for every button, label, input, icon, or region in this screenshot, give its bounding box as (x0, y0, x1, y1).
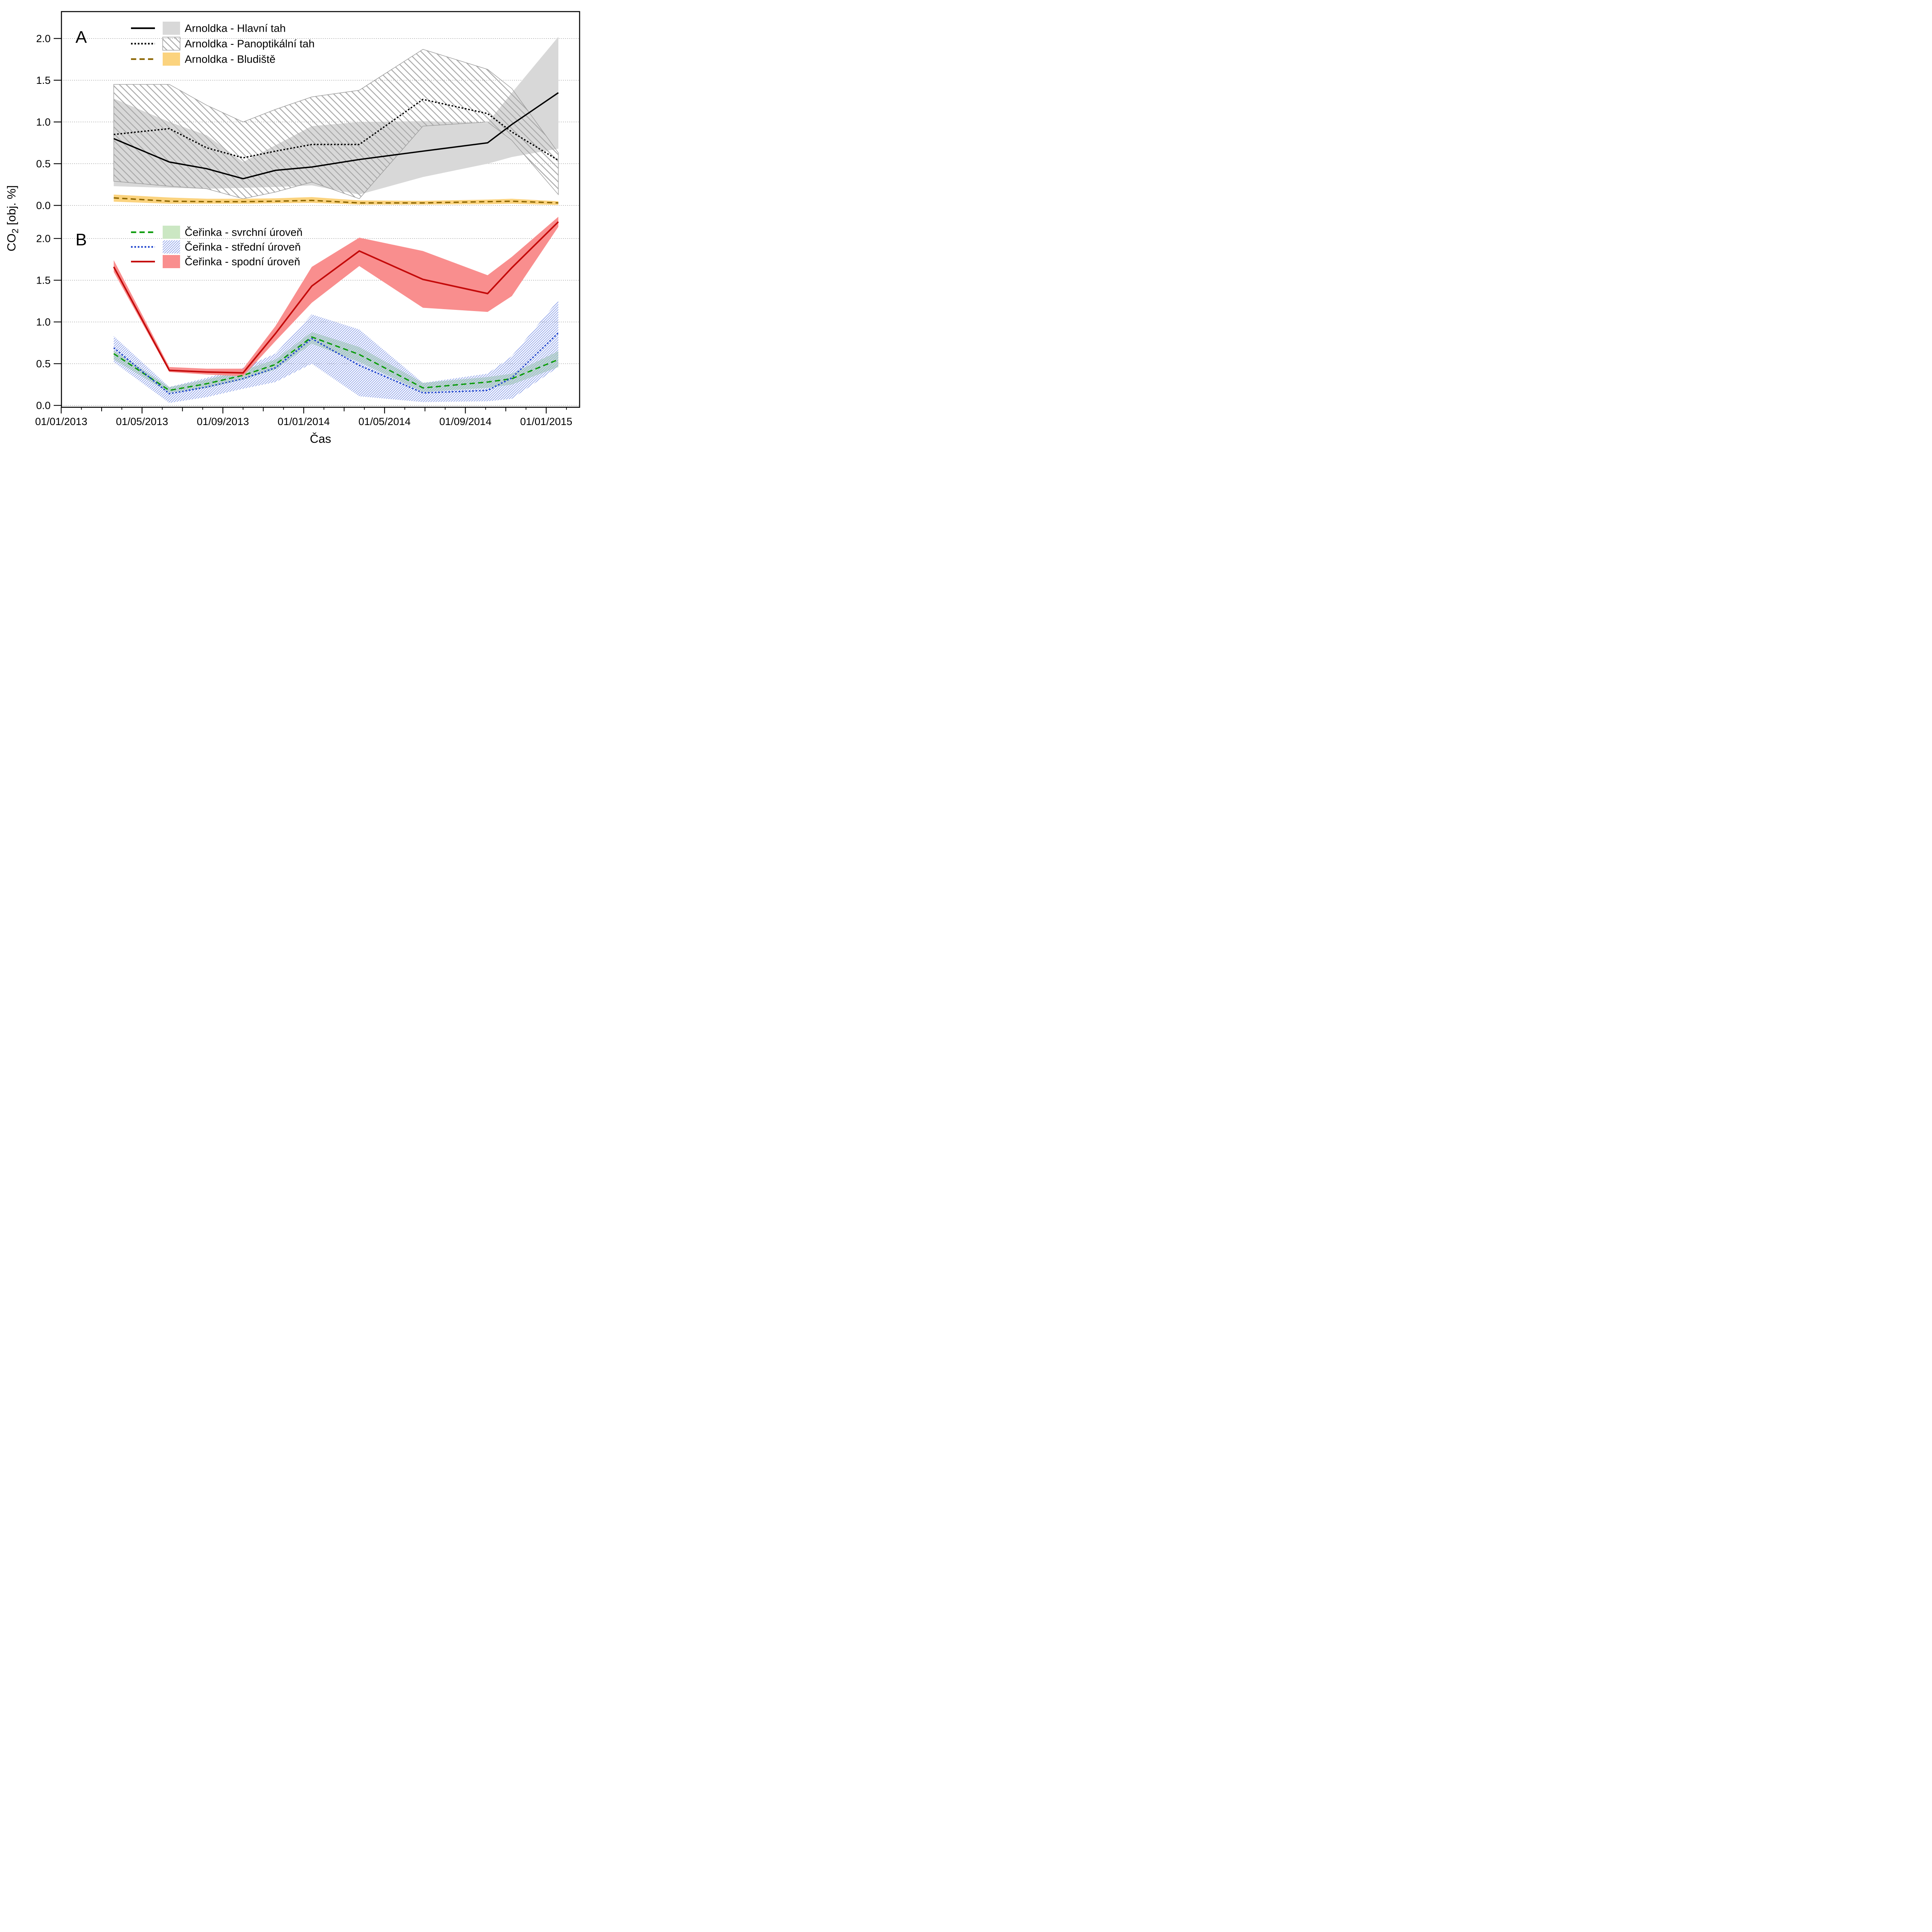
legends: Arnoldka - Hlavní tah Arnoldka - Panoptik… (131, 22, 315, 268)
axis-ticks (54, 38, 567, 413)
x-tick-label-1: 01/05/2013 (116, 416, 168, 427)
y-tick-label-A-2: 1.0 (36, 116, 51, 128)
legend-label-B2: Čeřinka - spodní úroveň (185, 256, 300, 268)
legend-label-A1: Arnoldka - Panoptikální tah (185, 38, 315, 50)
y-tick-label-B-1: 0.5 (36, 358, 51, 370)
y-tick-label-B-4: 2.0 (36, 233, 51, 245)
axis-labels: 0.0 0.5 1.0 1.5 2.0 A 0.0 0.5 1.0 1.5 2.0 B 01/01/20… (5, 28, 572, 446)
x-axis-title: Čas (310, 432, 331, 446)
panel-letter-B: B (75, 230, 87, 249)
x-tick-label-3: 01/01/2014 (277, 416, 330, 427)
data-lines (113, 92, 559, 395)
legend-label-A0: Arnoldka - Hlavní tah (185, 22, 286, 34)
line-A-series1 (114, 99, 559, 161)
line-B-series1 (113, 332, 559, 395)
co2-two-panel-figure: 0.0 0.5 1.0 1.5 2.0 A 0.0 0.5 1.0 1.5 2.0 B 01/01/20… (0, 0, 605, 449)
line-B-series0 (113, 336, 559, 391)
legend-band-swatch-B1 (163, 240, 180, 253)
legend-label-B1: Čeřinka - střední úroveň (185, 241, 301, 253)
legend-band-swatch-B0 (163, 226, 180, 239)
line-A-series0 (113, 92, 559, 180)
legend-band-swatch-A1 (162, 37, 180, 51)
y-tick-label-A-4: 2.0 (36, 33, 51, 44)
x-tick-label-0: 01/01/2013 (35, 416, 87, 427)
legend-band-swatch-B2 (163, 255, 180, 268)
y-tick-label-A-3: 1.5 (36, 75, 51, 86)
y-tick-label-B-3: 1.5 (36, 275, 51, 286)
x-tick-label-4: 01/05/2014 (359, 416, 411, 427)
line-B-series2 (113, 221, 559, 374)
legend-band-swatch-A2 (163, 53, 180, 66)
legend-label-A2: Arnoldka - Bludiště (185, 53, 276, 65)
band-B-series2 (114, 217, 558, 376)
band-A-series1 (113, 49, 559, 199)
co2-time-series-chart: 0.0 0.5 1.0 1.5 2.0 A 0.0 0.5 1.0 1.5 2.0 B 01/01/20… (0, 0, 605, 449)
x-tick-label-2: 01/09/2013 (197, 416, 249, 427)
y-tick-label-A-1: 0.5 (36, 158, 51, 170)
x-tick-label-5: 01/09/2014 (439, 416, 492, 427)
legend-label-B0: Čeřinka - svrchní úroveň (185, 226, 303, 238)
y-axis-title: CO2 [obj. %] (5, 185, 20, 251)
axes-frame (61, 11, 580, 408)
plot-frame (61, 11, 580, 408)
y-tick-label-A-0: 0.0 (36, 200, 51, 211)
panel-letter-A: A (75, 28, 87, 47)
y-tick-label-B-2: 1.0 (36, 316, 51, 328)
line-A-series2 (114, 197, 559, 204)
x-tick-label-6: 01/01/2015 (520, 416, 572, 427)
y-tick-label-B-0: 0.0 (36, 400, 51, 412)
legend-band-swatch-A0 (163, 22, 180, 35)
